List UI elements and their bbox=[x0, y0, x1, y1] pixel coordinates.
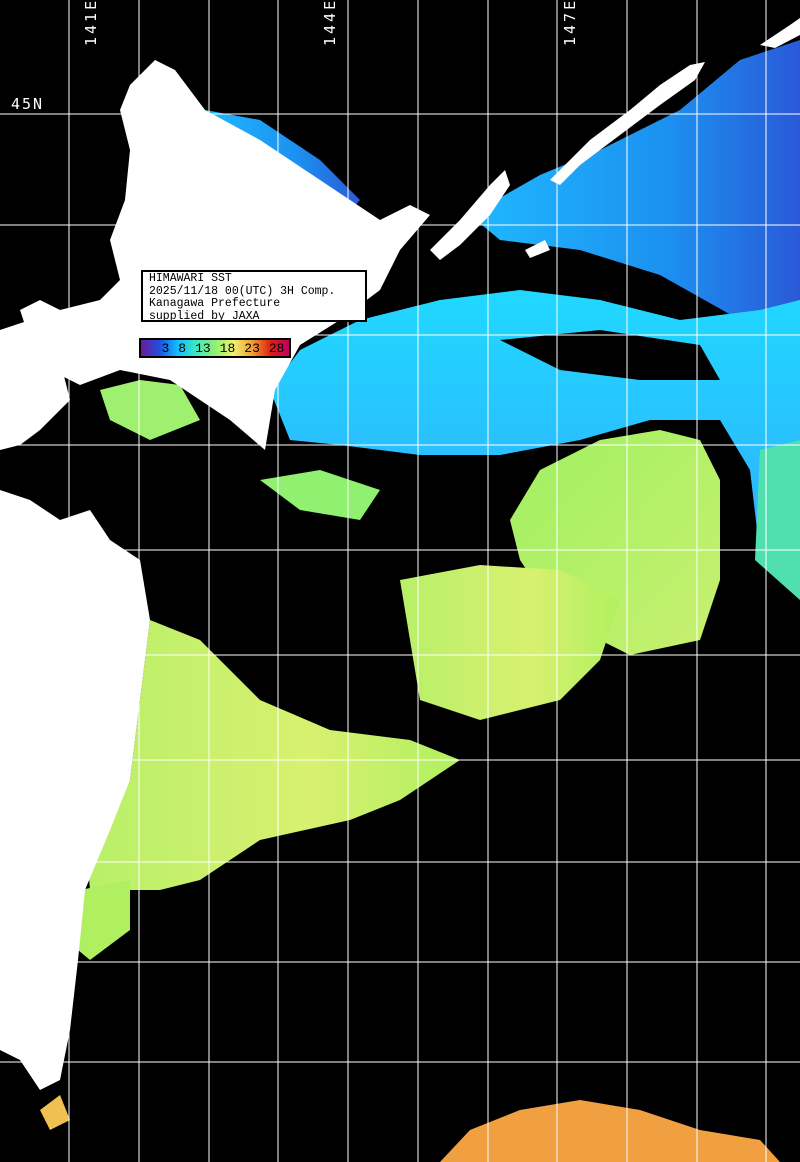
legend-tick: 3 bbox=[161, 340, 170, 356]
color-legend: 3 8 13 18 23 28 bbox=[139, 338, 291, 358]
map-credit: supplied by JAXA bbox=[149, 309, 260, 323]
sst-south-orange bbox=[40, 1095, 780, 1162]
legend-tick: 23 bbox=[244, 340, 260, 356]
map-datetime: 2025/11/18 00(UTC) 3H Comp. bbox=[149, 284, 336, 298]
map-region: Kanagawa Prefecture bbox=[149, 297, 281, 310]
longitude-label-147e: 147E bbox=[561, 0, 579, 46]
hokkaido-west bbox=[0, 320, 70, 450]
info-box: HIMAWARI SST 2025/11/18 00(UTC) 3H Comp.… bbox=[141, 270, 367, 322]
legend-tick: 8 bbox=[178, 340, 187, 356]
longitude-label-141e: 141E bbox=[82, 0, 100, 46]
land bbox=[0, 18, 800, 1090]
longitude-label-144e: 144E bbox=[321, 0, 339, 46]
latitude-label-45n: 45N bbox=[11, 95, 45, 113]
legend-tick: 28 bbox=[268, 340, 285, 356]
kuril-urup bbox=[760, 18, 800, 48]
legend-tick: 18 bbox=[219, 340, 236, 356]
map-title: HIMAWARI SST bbox=[149, 272, 232, 285]
sst-central-green bbox=[78, 380, 800, 960]
kuril-kunashiri bbox=[430, 170, 510, 260]
legend-tick: 13 bbox=[195, 340, 211, 356]
hokkaido bbox=[20, 60, 430, 450]
honshu bbox=[0, 490, 150, 1090]
